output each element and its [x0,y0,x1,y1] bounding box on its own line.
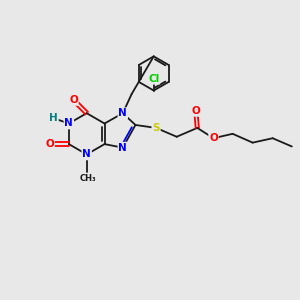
Text: N: N [64,118,73,128]
Text: O: O [69,95,78,105]
Text: O: O [209,133,218,143]
Text: H: H [49,113,58,123]
Text: O: O [45,139,54,149]
Text: N: N [118,142,127,153]
Text: N: N [82,149,91,159]
Text: N: N [118,108,127,118]
Text: CH₃: CH₃ [80,174,97,183]
Text: S: S [152,123,160,133]
Text: O: O [191,106,200,116]
Text: Cl: Cl [148,74,159,84]
